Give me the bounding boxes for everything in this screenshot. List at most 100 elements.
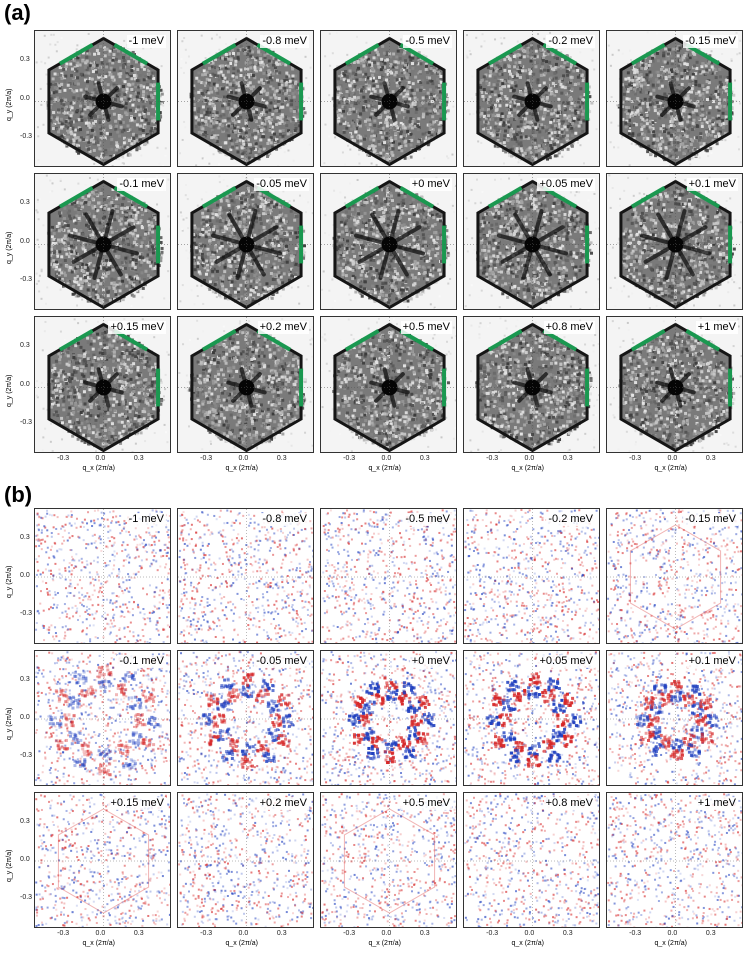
x-axis-label: q_x (2π/a) (83, 465, 115, 472)
energy-label: +0.1 meV (686, 178, 738, 191)
energy-label: -0.5 meV (403, 35, 452, 48)
x-tick-label: -0.3 (629, 455, 641, 462)
energy-label: -0.5 meV (403, 513, 452, 526)
map-tile: -0.15 meV (606, 508, 743, 644)
map-image (607, 651, 742, 785)
map-image (464, 509, 599, 643)
energy-label: -0.15 meV (683, 513, 738, 526)
map-tile: +0.8 meV (463, 792, 600, 928)
hexagon-edge-marker (487, 43, 523, 66)
map-tile: -0.15 meV (606, 30, 743, 167)
energy-label: +0.8 meV (543, 797, 595, 810)
map-image (178, 793, 313, 927)
map-tile: +0 meV (320, 650, 457, 786)
map-image (321, 317, 456, 452)
x-tick-label: -0.3 (200, 455, 212, 462)
energy-label: +0.15 meV (108, 321, 166, 334)
x-tick-label: 0.0 (525, 930, 535, 937)
energy-label: -0.2 meV (546, 35, 595, 48)
y-tick-label: 0.3 (20, 534, 30, 541)
energy-label: +0.2 meV (257, 797, 309, 810)
hexagon-edge-marker (344, 329, 380, 352)
map-image (321, 31, 456, 166)
y-tick-label: -0.3 (20, 133, 32, 140)
y-tick-label: -0.3 (20, 419, 32, 426)
hexagon-edge-marker (630, 329, 666, 352)
x-tick-label: -0.3 (57, 455, 69, 462)
map-image (607, 509, 742, 643)
map-tile: +1 meV (606, 792, 743, 928)
map-tile: -1 meV (34, 30, 171, 167)
y-tick-label: 0.3 (20, 342, 30, 349)
x-tick-label: 0.0 (382, 455, 392, 462)
y-axis-label: q_y (2π/a) (6, 374, 13, 406)
hexagon-edge-marker (58, 43, 94, 66)
map-tile: +0.05 meV (463, 650, 600, 786)
map-image (607, 317, 742, 452)
energy-label: +1 meV (695, 797, 738, 810)
y-tick-label: 0.0 (20, 856, 30, 863)
hexagon-edge-marker (113, 43, 149, 66)
x-tick-label: 0.0 (96, 930, 106, 937)
panel-label: (a) (4, 0, 31, 26)
x-tick-label: 0.3 (134, 930, 144, 937)
map-tile: +1 meV (606, 316, 743, 453)
map-tile: +0.15 meV (34, 792, 171, 928)
energy-label: -1 meV (126, 513, 166, 526)
energy-label: +0.05 meV (537, 655, 595, 668)
map-tile: -1 meV (34, 508, 171, 644)
hexagon-edge-marker (487, 186, 523, 209)
x-axis-label: q_x (2π/a) (655, 940, 687, 947)
map-tile: -0.1 meV (34, 173, 171, 310)
map-image (178, 31, 313, 166)
map-image (464, 651, 599, 785)
y-axis-label: q_y (2π/a) (6, 850, 13, 882)
map-image (607, 31, 742, 166)
x-tick-label: -0.3 (629, 930, 641, 937)
map-image (464, 31, 599, 166)
map-image (321, 793, 456, 927)
energy-label: -0.8 meV (260, 35, 309, 48)
energy-label: -0.15 meV (683, 35, 738, 48)
y-tick-label: 0.0 (20, 381, 30, 388)
map-image (178, 509, 313, 643)
energy-label: +0.5 meV (400, 321, 452, 334)
y-tick-label: 0.3 (20, 818, 30, 825)
map-tile: +0.8 meV (463, 316, 600, 453)
x-axis-label: q_x (2π/a) (369, 940, 401, 947)
energy-label: -0.1 meV (117, 178, 166, 191)
map-image (178, 651, 313, 785)
panel-label: (b) (4, 482, 32, 508)
x-tick-label: -0.3 (486, 455, 498, 462)
energy-label: -1 meV (126, 35, 166, 48)
map-tile: +0.1 meV (606, 650, 743, 786)
y-axis-label: q_y (2π/a) (6, 88, 13, 120)
y-tick-label: -0.3 (20, 276, 32, 283)
hexagon-edge-marker (630, 186, 666, 209)
x-tick-label: 0.0 (525, 455, 535, 462)
hexagon-edge-marker (201, 43, 237, 66)
map-tile: +0.5 meV (320, 316, 457, 453)
x-tick-label: -0.3 (57, 930, 69, 937)
x-tick-label: 0.3 (420, 930, 430, 937)
map-tile: +0.15 meV (34, 316, 171, 453)
hexagon-edge-marker (201, 186, 237, 209)
x-tick-label: 0.3 (563, 930, 573, 937)
map-tile: -0.05 meV (177, 650, 314, 786)
energy-label: +0.5 meV (400, 797, 452, 810)
energy-label: -0.8 meV (260, 513, 309, 526)
x-tick-label: 0.0 (239, 930, 249, 937)
x-tick-label: 0.0 (382, 930, 392, 937)
x-tick-label: 0.0 (96, 455, 106, 462)
map-tile: -0.1 meV (34, 650, 171, 786)
x-axis-label: q_x (2π/a) (655, 465, 687, 472)
x-tick-label: 0.0 (668, 930, 678, 937)
x-tick-label: 0.3 (420, 455, 430, 462)
map-image (35, 317, 170, 452)
map-tile: -0.05 meV (177, 173, 314, 310)
y-tick-label: 0.3 (20, 56, 30, 63)
x-tick-label: 0.0 (668, 455, 678, 462)
x-axis-label: q_x (2π/a) (512, 940, 544, 947)
map-image (464, 174, 599, 309)
y-tick-label: 0.0 (20, 95, 30, 102)
